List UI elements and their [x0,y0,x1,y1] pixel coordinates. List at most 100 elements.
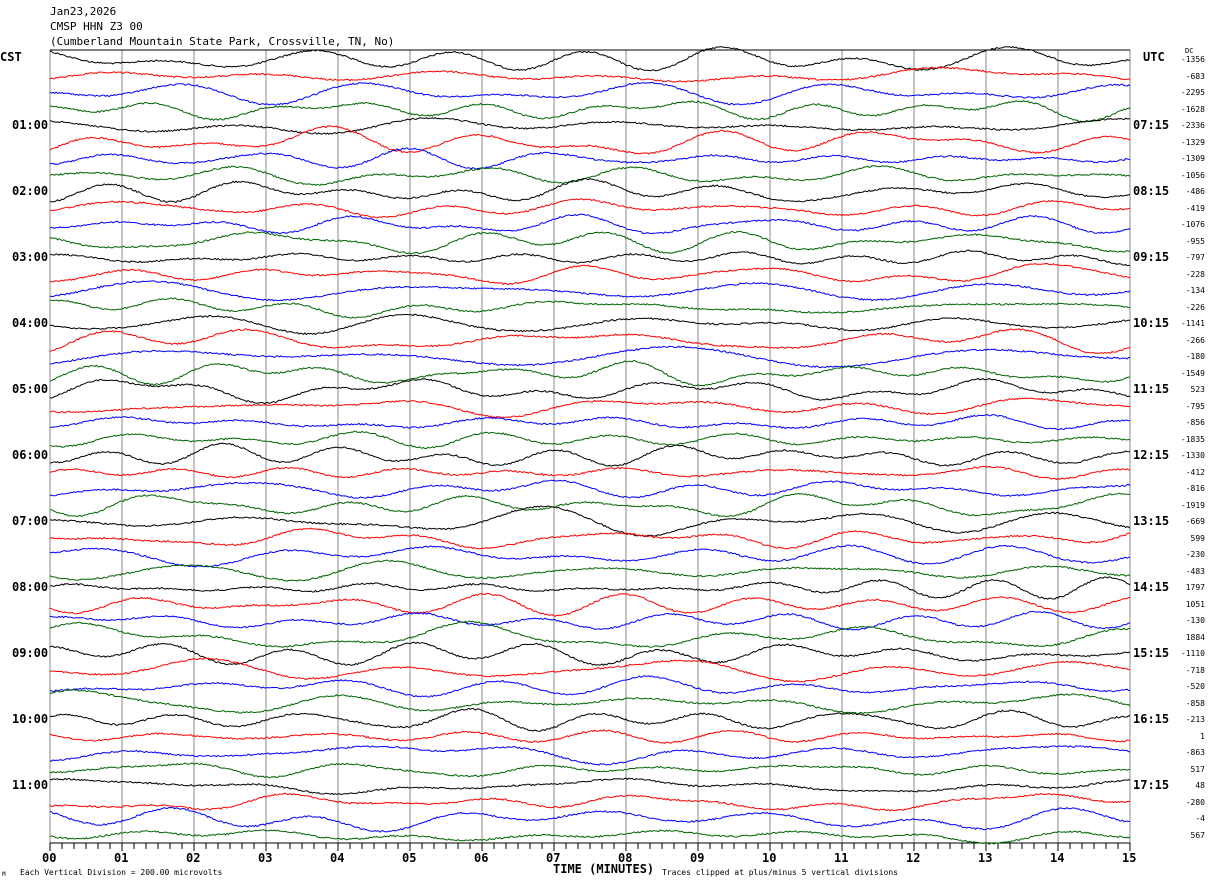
dc-offset-label: 1797 [1185,583,1205,592]
dc-offset-label: -863 [1185,748,1205,757]
seismic-trace [49,762,1131,779]
seismic-trace [49,397,1131,419]
utc-hour-label: 16:15 [1133,712,1170,726]
utc-hour-label: 13:15 [1133,514,1170,528]
dc-offset-label: -1329 [1180,137,1205,147]
seismic-trace [49,164,1131,186]
dc-offset-label: 1 [1200,731,1205,741]
dc-offset-label: -1835 [1180,434,1205,444]
dc-offset-label: -1356 [1180,55,1205,64]
seismic-trace [49,430,1131,450]
cst-hour-label: 11:00 [12,778,49,792]
x-tick-label: 03 [258,851,273,865]
seismic-trace [49,465,1131,481]
dc-offset-label: -797 [1185,253,1205,262]
dc-offset-label: -419 [1185,203,1205,213]
utc-hour-label: 07:15 [1133,118,1170,132]
utc-axis-label: UTC [1143,50,1165,64]
dc-offset-label: -856 [1185,418,1205,427]
x-tick-label: 00 [42,851,57,865]
seismic-trace [49,147,1131,170]
seismic-trace [49,313,1131,336]
utc-hour-label: 15:15 [1133,646,1170,660]
seismic-trace [49,576,1131,600]
utc-hour-label: 10:15 [1133,316,1170,330]
cst-hour-label: 07:00 [12,514,49,528]
utc-hour-label: 14:15 [1133,580,1170,594]
seismic-trace [49,745,1131,766]
utc-hour-label: 09:15 [1133,250,1170,264]
dc-offset-label: 523 [1190,385,1205,394]
dc-offset-label: -228 [1185,269,1205,279]
seismic-trace [49,777,1131,796]
seismic-trace [49,610,1131,631]
dc-offset-label: -130 [1185,616,1205,625]
dc-offset-label: -955 [1185,236,1205,246]
dc-offset-label: -795 [1185,401,1205,411]
cst-hour-label: 02:00 [12,184,49,198]
cst-hour-label: 01:00 [12,118,49,132]
x-tick-label: 14 [1050,851,1065,865]
location-label: (Cumberland Mountain State Park, Crossvi… [50,35,395,48]
station-label: CMSP HHN Z3 00 [50,20,143,33]
x-tick-label: 15 [1122,851,1137,865]
seismic-trace [49,657,1131,683]
seismic-trace [49,620,1131,648]
x-tick-label: 01 [114,851,129,865]
dc-offset-label: -4 [1195,814,1205,823]
seismic-trace [49,213,1131,235]
dc-offset-label: -180 [1185,352,1205,361]
dc-offset-label: -266 [1185,335,1205,345]
dc-offset-label: -683 [1185,71,1205,81]
dc-offset-label: -1076 [1180,220,1205,229]
x-tick-label: 07 [546,851,561,865]
dc-offset-label: -1110 [1180,649,1205,658]
dc-offset-label: 48 [1195,781,1205,790]
dc-offset-label: -2336 [1180,121,1205,130]
dc-offset-label: -1919 [1180,500,1205,510]
dc-offset-label: -483 [1185,566,1205,576]
seismic-trace [49,230,1131,255]
dc-offset-label: -486 [1185,187,1205,196]
cst-axis-label: CST [0,50,22,64]
seismic-trace [49,544,1131,568]
dc-offset-label: -669 [1185,517,1205,526]
seismic-trace [49,249,1131,267]
seismic-trace [49,360,1131,387]
cst-hour-label: 03:00 [12,250,49,264]
seismic-trace [49,442,1130,467]
dc-offset-label: -858 [1185,698,1205,708]
dc-offset-label: 599 [1190,533,1205,543]
dc-offset-label: 517 [1190,764,1205,774]
seismic-trace [49,125,1131,155]
seismic-trace [49,641,1131,666]
seismic-trace [49,829,1131,845]
dc-offset-label: -1549 [1180,368,1205,378]
cst-hour-label: 09:00 [12,646,49,660]
seismic-trace [49,81,1131,106]
dc-offset-label: 567 [1190,830,1205,840]
x-tick-label: 06 [474,851,489,865]
x-tick-label: 11 [834,851,849,865]
x-axis-title: TIME (MINUTES) [553,862,655,876]
cst-hour-label: 05:00 [12,382,49,396]
dc-offset-label: 1051 [1185,599,1205,609]
dc-offset-label: -1330 [1180,451,1205,460]
dc-offset-label: -230 [1185,550,1205,559]
seismic-trace [49,675,1131,698]
utc-hour-label: 12:15 [1133,448,1170,462]
seismic-trace [49,505,1131,538]
scale-note: Each Vertical Division = 200.00 microvol… [20,868,223,877]
seismic-trace [49,527,1131,550]
seismic-trace [49,262,1131,286]
clip-note: Traces clipped at plus/minus 5 vertical … [662,868,899,877]
x-tick-label: 08 [618,851,633,865]
dc-offset-label: -2295 [1180,88,1205,97]
seismic-trace [49,66,1131,83]
dc-offset-label: -816 [1185,484,1205,493]
x-tick-label: 13 [978,851,993,865]
seismic-trace [49,806,1131,833]
seismic-trace [50,297,1131,319]
dc-offset-label: 1884 [1185,632,1205,642]
dc-offset-label: -134 [1185,286,1205,295]
